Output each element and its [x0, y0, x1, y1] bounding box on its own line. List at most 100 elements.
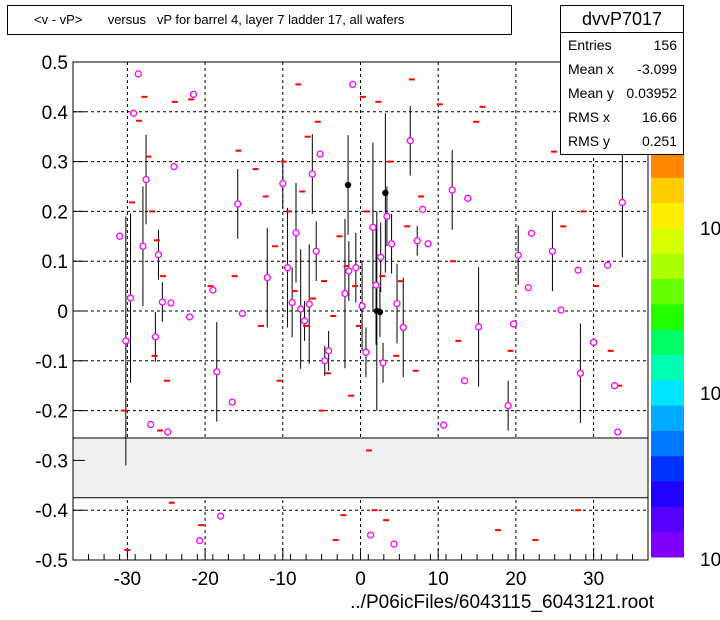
data-point: [504, 401, 512, 410]
data-point-filled: [344, 181, 352, 189]
data-point: [387, 240, 396, 248]
data-point: [321, 357, 329, 365]
data-point: [283, 264, 292, 272]
data-point: [419, 205, 427, 214]
colorbar-segment: [651, 405, 684, 431]
x-tick-label: 10: [428, 569, 449, 590]
colorbar-label: 10: [700, 219, 720, 240]
data-point: [189, 90, 198, 99]
data-point: [139, 242, 147, 250]
data-point: [324, 347, 333, 355]
file-path-label: ../P06icFiles/6043115_6043121.root: [350, 592, 654, 613]
data-point: [460, 377, 469, 385]
data-point: [383, 212, 391, 221]
data-point: [316, 150, 324, 158]
data-point: [557, 306, 565, 314]
chart-title: <v - vP> versus vP for barrel 4, layer 7…: [7, 5, 512, 35]
data-point: [216, 512, 225, 520]
data-point: [164, 428, 172, 436]
stats-value: 0.251: [641, 133, 677, 149]
stats-row-mean-x: Mean x -3.099: [561, 57, 683, 81]
stats-label: Mean x: [568, 61, 614, 77]
stats-value: 0.03952: [626, 85, 677, 101]
colorbar-segment: [651, 278, 684, 305]
data-point: [574, 266, 582, 274]
data-point: [297, 305, 305, 313]
data-point: [238, 309, 247, 318]
data-point: [292, 229, 300, 237]
data-point: [115, 232, 124, 240]
data-point: [369, 223, 377, 231]
data-point: [279, 179, 287, 188]
data-point: [379, 359, 387, 367]
data-point: [126, 294, 135, 302]
colorbar-label: 10: [700, 384, 720, 405]
colorbar-segment: [651, 531, 684, 558]
data-point: [406, 137, 414, 145]
data-point: [618, 198, 627, 207]
data-point: [147, 420, 155, 429]
x-tick-label: 0: [355, 569, 366, 590]
y-tick-label: -0.1: [35, 352, 68, 373]
data-point: [393, 299, 401, 308]
stats-row-mean-y: Mean y 0.03952: [561, 81, 683, 105]
color-scale: 10 10 10: [651, 152, 720, 571]
colorbar-segment: [651, 455, 684, 482]
y-tick-label: 0.3: [42, 153, 68, 174]
data-point-filled: [382, 189, 389, 197]
data-point: [228, 398, 236, 406]
data-point: [610, 382, 619, 390]
stats-label: Entries: [568, 37, 612, 53]
colorbar-segment: [651, 506, 684, 533]
data-point: [439, 421, 448, 429]
data-point: [413, 237, 421, 245]
data-point: [288, 298, 296, 307]
data-point: [312, 247, 320, 255]
y-tick-label: 0.2: [42, 202, 68, 223]
stats-label: RMS x: [568, 109, 610, 125]
data-point: [308, 170, 316, 178]
data-point: [170, 162, 178, 171]
data-point: [372, 281, 380, 289]
colorbar-segment: [651, 430, 684, 457]
colorbar-segment: [651, 202, 684, 229]
colorbar-label: 10: [700, 550, 720, 571]
data-point: [362, 348, 370, 356]
y-tick-label: -0.3: [35, 451, 68, 472]
data-point: [263, 273, 271, 282]
y-tick-label: 0.5: [42, 53, 68, 74]
data-point: [514, 251, 522, 259]
data-point: [129, 109, 138, 117]
colorbar-segment: [651, 227, 684, 254]
x-tick-label: -30: [114, 569, 141, 590]
data-point: [524, 283, 532, 292]
colorbar-segment: [651, 379, 684, 406]
data-point: [448, 186, 456, 194]
data-point: [167, 299, 175, 307]
x-tick-label: 20: [505, 569, 526, 590]
data-point: [151, 333, 160, 341]
data-marks: [115, 70, 627, 552]
stats-box: dvvP7017 Entries 156 Mean x -3.099 Mean …: [560, 5, 684, 155]
colorbar-segment: [651, 152, 684, 178]
data-point: [352, 264, 360, 272]
data-point: [213, 368, 221, 376]
data-point: [377, 253, 385, 261]
colorbar-segment: [651, 329, 684, 355]
stats-value: 16.66: [641, 109, 677, 125]
x-tick-label: -10: [269, 569, 296, 590]
data-point: [341, 289, 349, 298]
data-point: [603, 261, 612, 269]
stats-label: RMS y: [568, 133, 610, 149]
y-tick-label: -0.4: [35, 501, 68, 522]
data-point: [589, 338, 598, 347]
colorbar-segment: [651, 354, 684, 381]
stats-row-rms-x: RMS x 16.66: [561, 105, 683, 129]
data-point-filled: [376, 308, 384, 316]
data-point: [345, 267, 353, 275]
data-point: [399, 323, 407, 332]
stats-row-rms-y: RMS y 0.251: [561, 129, 683, 153]
excluded-band: [72, 437, 649, 499]
y-tick-label: -0.5: [35, 551, 68, 572]
